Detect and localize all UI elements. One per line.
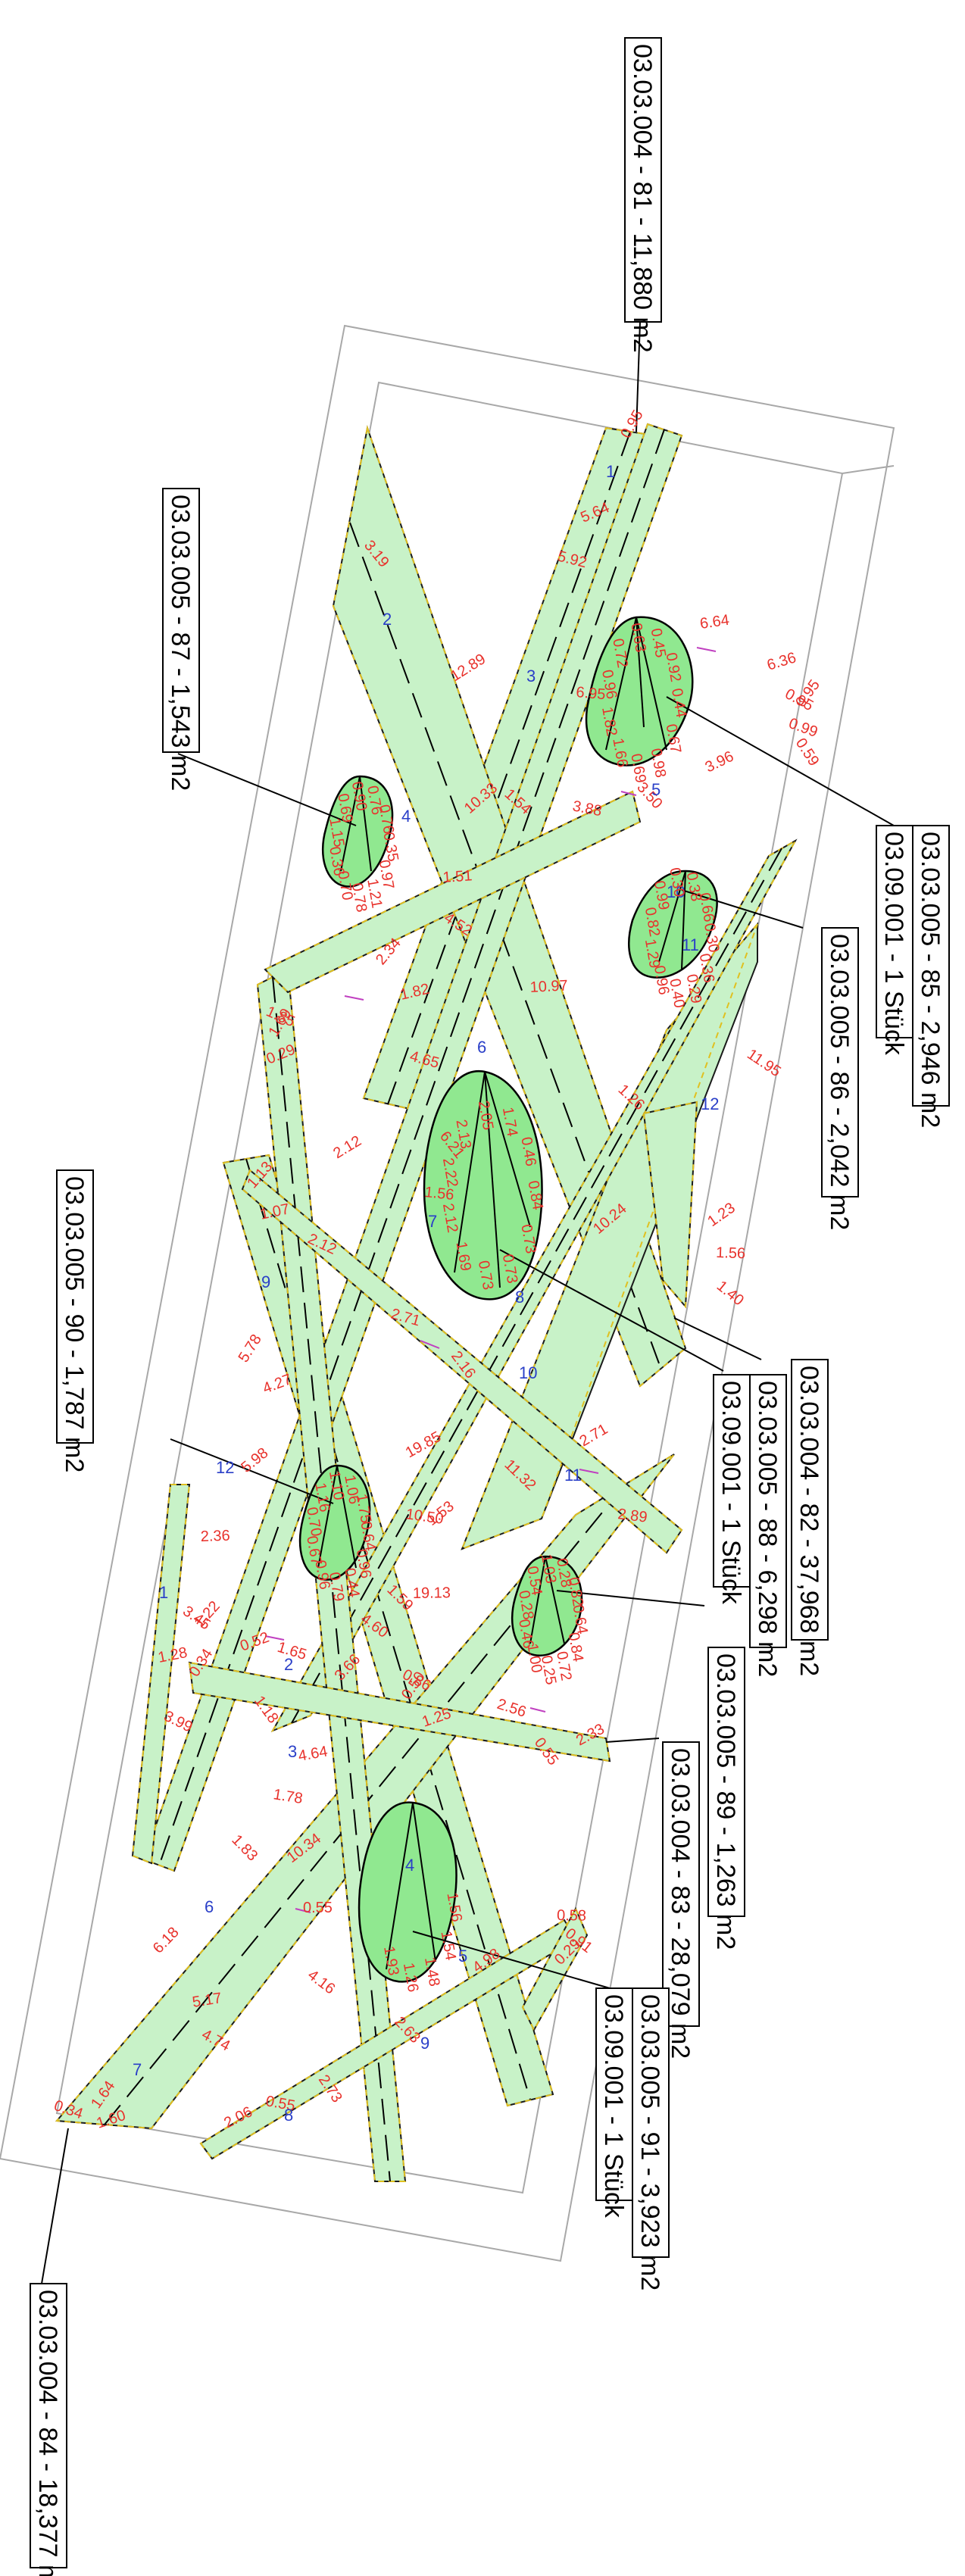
strip-dimension: 12.89	[448, 651, 489, 685]
island-88	[423, 1069, 543, 1300]
strip-right-short-2	[521, 1906, 589, 2032]
island-85	[585, 616, 694, 767]
strip-dimension: 0.59	[792, 735, 823, 770]
island-dimension: 0.98	[648, 747, 669, 779]
strip-dimension: 1.40	[714, 1278, 747, 1310]
strip-dimension: 0.58	[557, 1907, 586, 1925]
strip-dimension: 2.12	[330, 1132, 364, 1162]
label-85: 03.03.005 - 85 - 2,946 m2	[916, 832, 945, 1128]
strip-dimension: 3.88	[571, 798, 603, 820]
label-83: 03.03.004 - 83 - 28,079 m2	[666, 1748, 695, 2059]
segment-number: 12	[216, 1458, 234, 1477]
inner-frame	[55, 381, 844, 2194]
strip-dimension: 6.18	[150, 1924, 183, 1956]
label-90: 03.03.005 - 90 - 1,787 m2	[60, 1176, 89, 1472]
label-88: 03.03.005 - 88 - 6,298 m2	[753, 1381, 782, 1677]
strip-dimension: 2.71	[577, 1421, 611, 1450]
leaders	[41, 321, 895, 2284]
strip-dimension: 10.97	[529, 977, 568, 996]
segment-number: 5	[458, 1947, 467, 1966]
label-87: 03.03.005 - 87 - 1,543 m2	[166, 495, 195, 791]
strip-dimension: 6.95	[576, 684, 607, 703]
segment-number: 10	[519, 1363, 537, 1382]
strip-dimension: 3.96	[703, 748, 737, 776]
segment-number: 11	[682, 935, 699, 954]
segment-number: 2	[383, 610, 392, 629]
area-labels: 03.03.004 - 81 - 11,880 m2 03.03.005 - 8…	[30, 37, 950, 2576]
strip-dimension: 4.64	[297, 1743, 329, 1764]
strip-dimension: 1.56	[716, 1244, 746, 1262]
label-85-count: 03.09.001 - 1 Stück	[879, 832, 908, 1056]
strip-dimension: 5.98	[238, 1444, 271, 1476]
island-89	[511, 1555, 583, 1657]
segment-number: 11	[564, 1466, 582, 1485]
island-dimension: 0.30	[701, 922, 722, 954]
segment-number: 3	[288, 1742, 297, 1761]
segment-number: 10	[667, 882, 685, 901]
strips	[55, 423, 798, 2182]
strip-dimension: 3.50	[633, 779, 665, 813]
segment-number: 2	[284, 1655, 293, 1674]
strip-dimension: 4.27	[261, 1371, 294, 1397]
strip-dimension: 2.56	[495, 1696, 528, 1721]
segment-number: 6	[477, 1038, 486, 1057]
segment-number: 9	[420, 2034, 429, 2053]
label-84: 03.03.004 - 84 - 18,377 m2	[33, 2290, 62, 2576]
segment-number: 4	[405, 1856, 414, 1875]
segment-number: 4	[401, 807, 411, 826]
strip-dimension: 1.78	[272, 1786, 304, 1807]
island-dimension-texts: 0.440.670.980.691.661.820.960.720.630.45…	[303, 622, 722, 1994]
segment-number: 1	[606, 462, 615, 481]
segment-number: 1	[159, 1583, 168, 1602]
segment-number: 9	[261, 1272, 270, 1291]
frame-line-1	[842, 465, 895, 474]
strip-dimension: 6.36	[765, 649, 798, 673]
strip-dimension: 2.89	[617, 1506, 648, 1526]
label-89: 03.03.005 - 89 - 1,263 m2	[711, 1653, 740, 1950]
segment-number: 12	[701, 1094, 719, 1113]
label-81: 03.03.004 - 81 - 11,880 m2	[628, 44, 657, 353]
island-dimension: 1.48	[421, 1956, 442, 1987]
label-86: 03.03.005 - 86 - 2,042 m2	[825, 934, 854, 1230]
strip-dimension: 1.56	[423, 1184, 454, 1204]
strip-band-1	[264, 790, 642, 994]
strip-dimension: 4.16	[304, 1966, 338, 1997]
strip-dimension: 0.55	[303, 1900, 333, 1916]
strip-dimension: 1.23	[704, 1200, 739, 1230]
strip-dimension: 1.83	[228, 1831, 261, 1864]
label-91-count: 03.09.001 - 1 Stück	[599, 1994, 628, 2218]
strip-dimension: 11.95	[744, 1046, 784, 1080]
strip-dimension: 2.36	[200, 1528, 230, 1545]
strip-dimension: 6.64	[699, 612, 731, 632]
segment-number: 7	[133, 2060, 142, 2079]
label-82: 03.03.004 - 82 - 37,968 m2	[795, 1366, 823, 1676]
segment-ticks	[264, 647, 717, 1913]
island-87	[322, 775, 394, 888]
segment-number: 8	[515, 1288, 524, 1307]
strip-dimension: 1.51	[442, 867, 473, 886]
outer-frame	[0, 324, 895, 2262]
segment-number: 7	[428, 1212, 437, 1231]
island-86	[628, 870, 718, 979]
segment-number: 6	[205, 1897, 214, 1916]
label-91: 03.03.005 - 91 - 3,923 m2	[636, 1994, 664, 2290]
segment-number: 3	[526, 667, 536, 685]
segment-number: 8	[284, 2106, 293, 2125]
strip-dimension: 19.13	[413, 1585, 451, 1602]
strip-dimension: 5.78	[236, 1332, 265, 1366]
label-88-count: 03.09.001 - 1 Stück	[717, 1381, 745, 1605]
segment-number: 5	[651, 780, 661, 799]
